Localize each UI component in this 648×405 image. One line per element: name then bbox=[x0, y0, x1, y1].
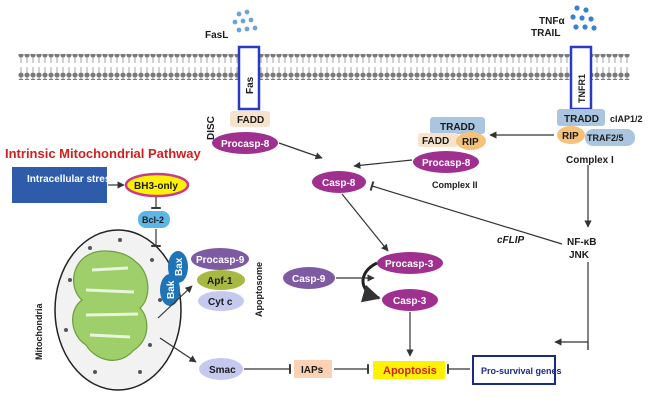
mitochondria-label: Mitochondria bbox=[34, 303, 44, 360]
apoptosis-label: Apoptosis bbox=[383, 365, 437, 377]
casp8-label: Casp-8 bbox=[322, 178, 356, 189]
complex-ii-fadd-label: FADD bbox=[422, 136, 449, 147]
complex-i-traf-label: TRAF2/5 bbox=[587, 133, 624, 143]
intracellular-stress-label: Intracellular stress bbox=[27, 174, 116, 185]
intracellular-stress-box bbox=[12, 167, 107, 203]
trail-label: TRAIL bbox=[531, 28, 560, 39]
iaps-box bbox=[294, 360, 332, 378]
mitochondrion bbox=[54, 229, 182, 391]
activation-curved-arrow bbox=[360, 261, 381, 303]
complex-ii-procasp8 bbox=[413, 151, 479, 173]
complex-i-rip bbox=[557, 126, 585, 144]
smac-label: Smac bbox=[209, 365, 236, 376]
casp9-node bbox=[283, 267, 335, 289]
complex-ii-tradd bbox=[430, 117, 485, 134]
bcl2-label: Bcl-2 bbox=[142, 215, 164, 225]
disc-fadd-label: FADD bbox=[237, 115, 264, 126]
casp9-label: Casp-9 bbox=[292, 274, 326, 285]
disc-procasp8 bbox=[212, 132, 278, 154]
casp3-label: Casp-3 bbox=[393, 296, 427, 307]
tnfr1-label: TNFR1 bbox=[577, 74, 587, 103]
bcl2-node bbox=[138, 211, 170, 228]
disc-label: DISC bbox=[206, 116, 217, 140]
apoptosome-apaf1-label: Apf-1 bbox=[207, 276, 233, 287]
tnf-alpha-label: TNFα bbox=[539, 16, 565, 27]
fasl-ligand-dots bbox=[232, 9, 258, 33]
complex-i-tradd-label: TRADD bbox=[564, 114, 599, 125]
apoptosome-apaf1 bbox=[197, 270, 245, 290]
bak-label: Bak bbox=[166, 280, 177, 299]
prosurvival-genes-box bbox=[472, 355, 556, 385]
cflip-label: cFLIP bbox=[497, 235, 525, 246]
apoptosome-cytc bbox=[198, 291, 244, 311]
apoptosis-box bbox=[373, 361, 445, 379]
pathway-arrows bbox=[108, 131, 592, 374]
nfkb-label: NF-κB bbox=[567, 237, 596, 248]
complex-i-tradd bbox=[557, 109, 605, 126]
cell-membrane bbox=[18, 54, 630, 80]
procasp3-label: Procasp-3 bbox=[385, 259, 434, 270]
fasl-label: FasL bbox=[205, 30, 228, 41]
jnk-label: JNK bbox=[569, 250, 590, 261]
disc-fadd bbox=[230, 111, 270, 127]
complex-i-traf bbox=[585, 129, 635, 146]
iaps-label: IAPs bbox=[301, 365, 324, 376]
apoptosome-procasp9-label: Procasp-9 bbox=[196, 255, 245, 266]
fas-receptor: Fas bbox=[237, 45, 261, 111]
apoptosome-label: Apoptosome bbox=[254, 262, 264, 317]
procasp3-node bbox=[377, 252, 443, 274]
complex-ii-rip bbox=[456, 132, 486, 150]
bak-node bbox=[160, 274, 180, 306]
smac-node bbox=[199, 358, 243, 380]
complex-ii-procasp8-label: Procasp-8 bbox=[422, 158, 471, 169]
intrinsic-pathway-title: Intrinsic Mitochondrial Pathway bbox=[5, 146, 202, 161]
casp8-node bbox=[312, 171, 366, 193]
fas-label: Fas bbox=[245, 76, 256, 94]
disc-procasp8-label: Procasp-8 bbox=[221, 139, 270, 150]
apoptosome-procasp9 bbox=[191, 248, 249, 270]
bax-label: Bax bbox=[174, 257, 185, 276]
complex-ii-tradd-label: TRADD bbox=[440, 122, 475, 133]
apoptosome-cytc-label: Cyt c bbox=[208, 297, 233, 308]
tnf-ligand-dots bbox=[570, 5, 597, 31]
complex-i-rip-label: RIP bbox=[562, 131, 579, 142]
complex-i-ciap-label: cIAP1/2 bbox=[610, 114, 643, 124]
complex-ii-label: Complex II bbox=[432, 180, 478, 190]
complex-ii-fadd bbox=[418, 133, 458, 147]
casp3-node bbox=[382, 289, 438, 311]
complex-ii-rip-label: RIP bbox=[462, 137, 479, 148]
bh3-only-label: BH3-only bbox=[134, 181, 178, 192]
prosurvival-genes-label: Pro-survival genes bbox=[481, 366, 562, 376]
complex-i-label: Complex I bbox=[566, 155, 614, 166]
bh3-only-node bbox=[124, 172, 190, 198]
tnfr1-receptor: TNFR1 bbox=[569, 45, 593, 111]
